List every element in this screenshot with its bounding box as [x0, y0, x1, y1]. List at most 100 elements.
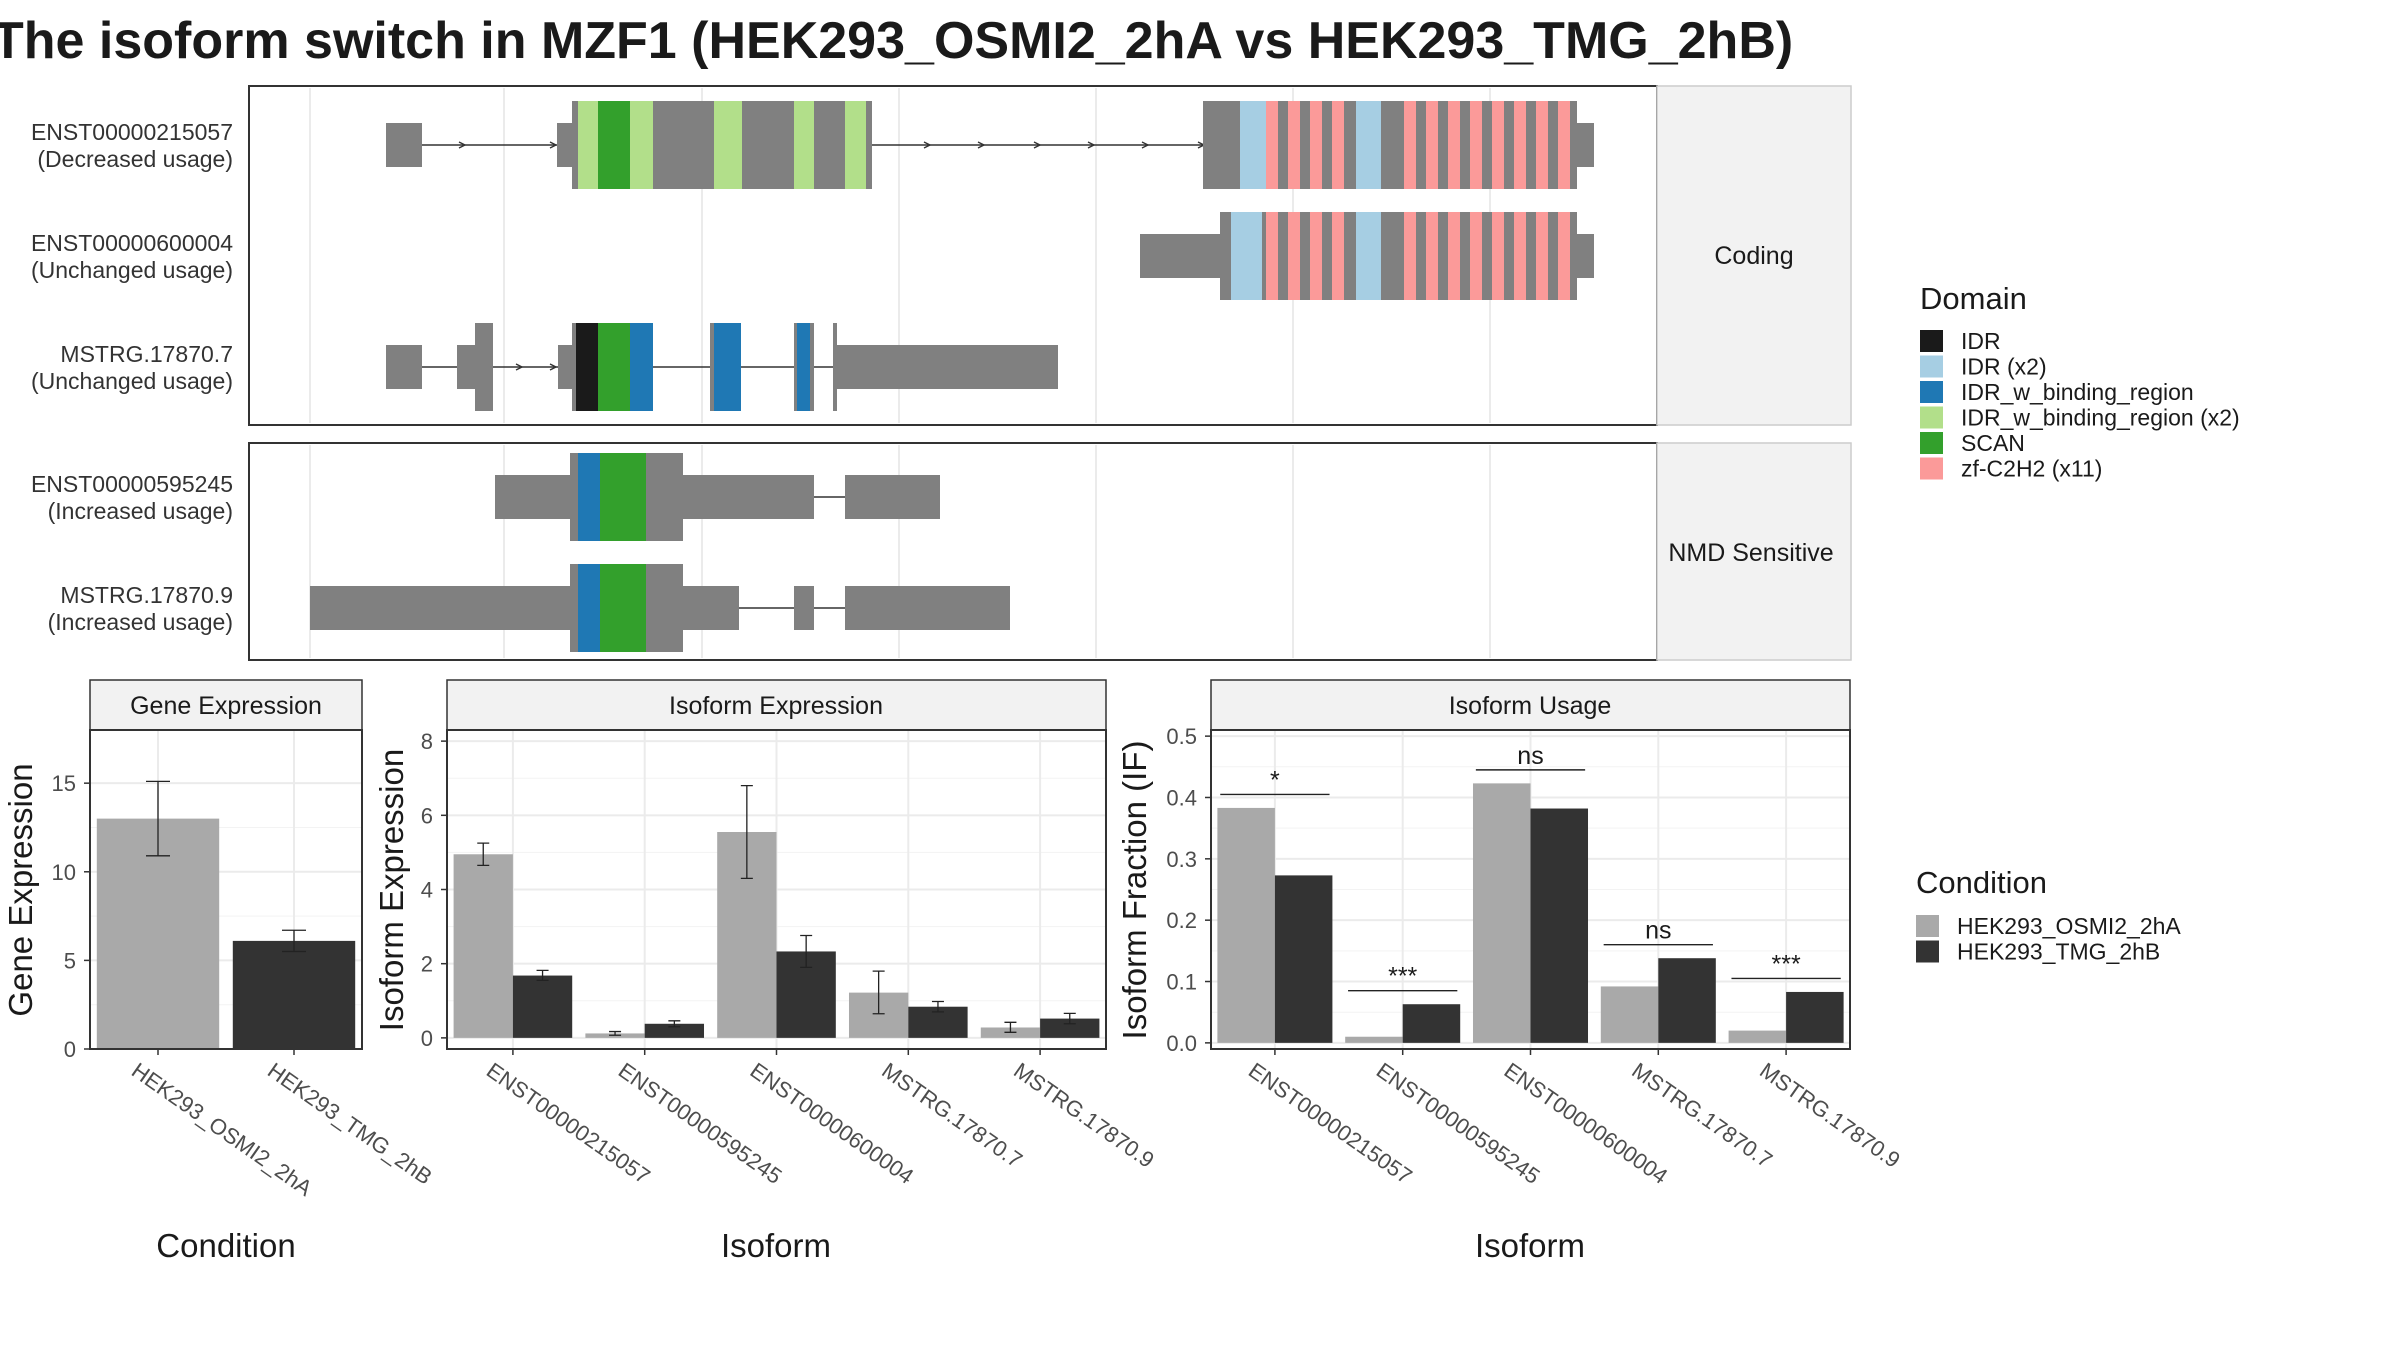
- utr-exon: [386, 123, 422, 167]
- domain-block: [1536, 212, 1548, 300]
- bar: [1345, 1036, 1403, 1043]
- domain-block: [1404, 212, 1416, 300]
- legend-key: [1920, 457, 1943, 480]
- significance-label: ***: [1388, 963, 1417, 991]
- x-tick-label: MSTRG.17870.9: [1755, 1058, 1905, 1173]
- error-bar: [1004, 1021, 1017, 1033]
- error-bar: [282, 929, 306, 953]
- facet-strip-nmd: [1656, 442, 1852, 661]
- domain-block: [1288, 101, 1300, 189]
- y-tick-label: 0.1: [1166, 970, 1197, 995]
- panel-border: [1210, 729, 1851, 1050]
- domain-block: [1426, 212, 1438, 300]
- legend-label: IDR: [1961, 328, 2001, 354]
- strip-isoform-usage: [1210, 679, 1851, 731]
- domain-block: [1332, 101, 1344, 189]
- legend-key: [1920, 432, 1943, 454]
- legend-label: HEK293_TMG_2hB: [1957, 939, 2160, 965]
- strand-arrow: [515, 363, 524, 371]
- isoform-label-usage: (Increased usage): [48, 498, 233, 524]
- bar: [96, 818, 220, 1049]
- bar: [1728, 1030, 1787, 1043]
- utr-exon: [678, 586, 739, 630]
- bar: [1600, 986, 1659, 1043]
- domain-block: [1470, 101, 1482, 189]
- significance-label: ns: [1517, 742, 1543, 770]
- significance-label: ***: [1772, 950, 1801, 978]
- x-tick-label: MSTRG.17870.9: [1009, 1058, 1159, 1173]
- y-tick-label: 0.5: [1166, 724, 1197, 749]
- error-bar: [146, 780, 170, 857]
- legend-key: [1920, 355, 1943, 378]
- domain-block: [1448, 212, 1460, 300]
- strand-arrow: [1087, 141, 1096, 149]
- transcript-structures: [309, 88, 1594, 658]
- utr-exon: [845, 475, 940, 519]
- bar: [1658, 958, 1716, 1043]
- domain-block: [1288, 212, 1300, 300]
- bar: [512, 975, 573, 1038]
- facet-strip-coding: [1656, 85, 1852, 426]
- legend-label: IDR_w_binding_region (x2): [1961, 405, 2240, 431]
- facet-label-nmd: NMD Sensitive: [1668, 539, 1833, 567]
- domain-block: [1266, 212, 1278, 300]
- isoform-label-usage: (Unchanged usage): [31, 368, 233, 394]
- isoform-label-usage: (Unchanged usage): [31, 257, 233, 283]
- y-tick-label: 0.0: [1166, 1031, 1197, 1056]
- panel-title-isoform-usage: Isoform Usage: [1449, 692, 1612, 720]
- y-tick-label: 6: [421, 803, 433, 828]
- isoform-label-usage: (Decreased usage): [37, 146, 233, 172]
- utr-exon: [1140, 234, 1226, 278]
- legend-domain-title: Domain: [1920, 281, 2027, 316]
- y-tick-label: 8: [421, 729, 433, 754]
- isoform-label-usage: (Increased usage): [48, 609, 233, 635]
- utr-exon: [457, 345, 476, 389]
- domain-block: [600, 564, 646, 652]
- domain-block: [1310, 212, 1322, 300]
- domain-block: [1536, 101, 1548, 189]
- domain-block: [1404, 101, 1416, 189]
- domain-block: [1266, 101, 1278, 189]
- y-tick-label: 5: [64, 948, 76, 973]
- legend-label: HEK293_OSMI2_2hA: [1957, 913, 2181, 939]
- domain-block: [600, 453, 646, 541]
- utr-exon: [845, 586, 1010, 630]
- error-bar: [609, 1030, 622, 1036]
- domain-block: [1426, 101, 1438, 189]
- domain-block: [1470, 212, 1482, 300]
- y-tick-label: 0.4: [1166, 785, 1197, 810]
- strand-arrow: [549, 363, 558, 371]
- domain-block: [578, 101, 598, 189]
- bar: [1530, 808, 1589, 1043]
- domain-block: [845, 101, 866, 189]
- domain-block: [794, 101, 814, 189]
- bar: [1274, 875, 1333, 1043]
- x-axis-title: Isoform: [1475, 1227, 1585, 1264]
- legend-key: [1920, 330, 1943, 352]
- isoform-label-id: MSTRG.17870.9: [60, 582, 233, 608]
- y-tick-label: 2: [421, 952, 433, 977]
- bar: [232, 940, 356, 1049]
- y-tick-label: 0.3: [1166, 847, 1197, 872]
- x-axis-title: Isoform: [721, 1227, 831, 1264]
- bar: [1040, 1018, 1100, 1038]
- coding-exon: [475, 323, 493, 411]
- strand-arrow: [977, 141, 986, 149]
- figure-title: The isoform switch in MZF1 (HEK293_OSMI2…: [0, 12, 1793, 70]
- bar: [1786, 991, 1844, 1043]
- domain-block: [1558, 101, 1570, 189]
- strand-arrow: [1033, 141, 1042, 149]
- domain-block: [598, 101, 630, 189]
- domain-block: [1492, 212, 1504, 300]
- significance-label: *: [1270, 766, 1280, 794]
- x-axis-title: Condition: [156, 1227, 295, 1264]
- domain-block: [1448, 101, 1460, 189]
- domain-block: [1356, 101, 1381, 189]
- panel-title-gene-expression: Gene Expression: [130, 692, 322, 720]
- domain-block: [797, 323, 810, 411]
- error-bar: [536, 969, 549, 982]
- y-tick-label: 10: [52, 860, 76, 885]
- coding-exon: [833, 323, 837, 411]
